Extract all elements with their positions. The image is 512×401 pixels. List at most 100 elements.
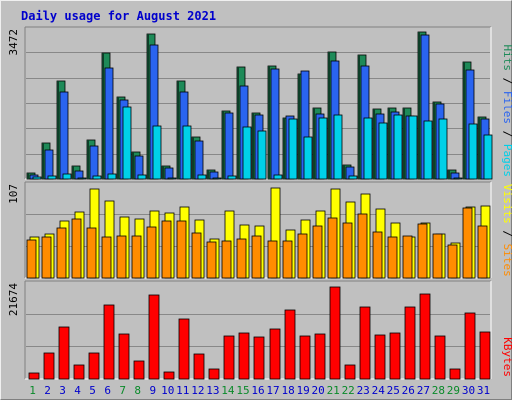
chart-panels: 3472 Hits / Files / Pages 107 Visits / Site… — [7, 26, 512, 380]
x-tick-label: 28 — [432, 384, 445, 397]
bar-files-day-17 — [270, 68, 280, 180]
bar-pages-day-31 — [483, 134, 493, 180]
legend-separator: / — [501, 124, 512, 144]
x-tick-label: 13 — [206, 384, 219, 397]
y-max-label: 107 — [7, 184, 20, 204]
bar-pages-day-10 — [167, 177, 177, 180]
bar-kbytes-day-27 — [419, 293, 431, 380]
bar-sites-day-21 — [327, 217, 338, 279]
bar-kbytes-day-13 — [208, 368, 220, 380]
bar-pages-day-8 — [137, 174, 147, 180]
bar-sites-day-15 — [236, 238, 247, 279]
bar-pages-day-26 — [408, 115, 418, 180]
x-tick-label: 27 — [417, 384, 430, 397]
series-sites — [26, 207, 488, 279]
bar-kbytes-day-17 — [269, 328, 281, 380]
x-tick-label: 4 — [74, 384, 81, 397]
bar-sites-day-20 — [312, 225, 323, 279]
bar-shade — [162, 166, 164, 179]
bar-sites-day-27 — [417, 223, 428, 279]
bar-sites-day-18 — [282, 240, 293, 279]
bar-files-day-12 — [194, 140, 204, 180]
bar-shade — [328, 52, 330, 179]
bar-shade — [388, 108, 390, 179]
bar-shade — [27, 173, 29, 179]
bar-shade — [72, 166, 74, 179]
bar-sites-day-2 — [41, 236, 52, 279]
bar-pages-day-22 — [348, 175, 358, 180]
legend-item-files: Files — [501, 91, 512, 124]
bar-shade — [222, 111, 224, 179]
bar-sites-day-28 — [432, 233, 443, 279]
x-tick-label: 3 — [59, 384, 66, 397]
bar-pages-day-29 — [453, 177, 463, 180]
y-max-label: 3472 — [7, 29, 20, 56]
bar-sites-day-31 — [477, 225, 488, 279]
bar-sites-day-22 — [342, 222, 353, 279]
bar-files-day-5 — [89, 145, 99, 180]
bar-pages-day-4 — [77, 177, 87, 180]
bar-pages-day-5 — [92, 175, 102, 180]
bar-sites-day-12 — [191, 232, 202, 279]
legend-separator: / — [501, 224, 512, 244]
bar-shade — [207, 170, 209, 179]
bar-pages-day-11 — [182, 125, 192, 180]
bar-pages-day-3 — [62, 173, 72, 180]
x-tick-label: 31 — [477, 384, 490, 397]
panel-hits-files-pages: 3472 Hits / Files / Pages — [7, 26, 512, 180]
bar-sites-day-17 — [267, 240, 278, 279]
bar-pages-day-1 — [32, 176, 42, 180]
bar-kbytes-day-5 — [88, 352, 100, 380]
x-tick-label: 8 — [134, 384, 141, 397]
x-tick-label: 16 — [251, 384, 264, 397]
bar-kbytes-day-26 — [404, 306, 416, 380]
bar-pages-day-21 — [333, 114, 343, 180]
y-max-label: 21674 — [7, 283, 20, 316]
bar-kbytes-day-16 — [253, 336, 265, 380]
bar-files-day-6 — [104, 67, 114, 180]
bar-kbytes-day-24 — [374, 334, 386, 380]
x-tick-label: 20 — [311, 384, 324, 397]
bar-pages-day-19 — [303, 136, 313, 180]
legend-item-pages: Pages — [501, 144, 512, 177]
panel-kbytes: 21674 KBytes — [7, 280, 512, 380]
x-tick-label: 2 — [44, 384, 51, 397]
x-tick-label: 25 — [387, 384, 400, 397]
bar-sites-day-13 — [206, 241, 217, 279]
bar-shade — [418, 32, 420, 179]
x-tick-label: 19 — [296, 384, 309, 397]
bar-shade — [87, 140, 89, 179]
bar-sites-day-8 — [131, 235, 142, 279]
bar-pages-day-16 — [257, 130, 267, 180]
bar-shade — [42, 143, 44, 179]
bar-kbytes-day-4 — [73, 364, 85, 380]
bar-shade — [343, 165, 345, 179]
bar-sites-day-3 — [56, 227, 67, 279]
bar-shade — [237, 67, 239, 179]
bar-shade — [117, 97, 119, 179]
bar-sites-day-24 — [372, 231, 383, 279]
bar-kbytes-day-31 — [479, 331, 491, 380]
x-tick-label: 11 — [176, 384, 189, 397]
bar-pages-day-6 — [107, 173, 117, 180]
x-tick-label: 24 — [372, 384, 386, 397]
bar-shade — [102, 53, 104, 179]
x-tick-label: 5 — [89, 384, 96, 397]
bar-pages-day-17 — [273, 174, 283, 180]
bar-kbytes-day-7 — [118, 333, 130, 380]
x-tick-label: 7 — [119, 384, 126, 397]
bar-kbytes-day-15 — [238, 332, 250, 380]
x-tick-label: 1 — [29, 384, 36, 397]
bar-kbytes-day-23 — [359, 306, 371, 380]
bar-sites-day-1 — [26, 239, 37, 279]
bar-pages-day-7 — [122, 106, 132, 180]
bar-kbytes-day-22 — [344, 364, 356, 380]
bar-kbytes-day-28 — [434, 335, 446, 380]
bar-kbytes-day-18 — [284, 309, 296, 380]
bar-shade — [57, 81, 59, 179]
x-tick-label: 30 — [462, 384, 475, 397]
x-tick-label: 14 — [221, 384, 235, 397]
bar-kbytes-day-19 — [299, 335, 311, 380]
bar-pages-day-14 — [227, 175, 237, 180]
